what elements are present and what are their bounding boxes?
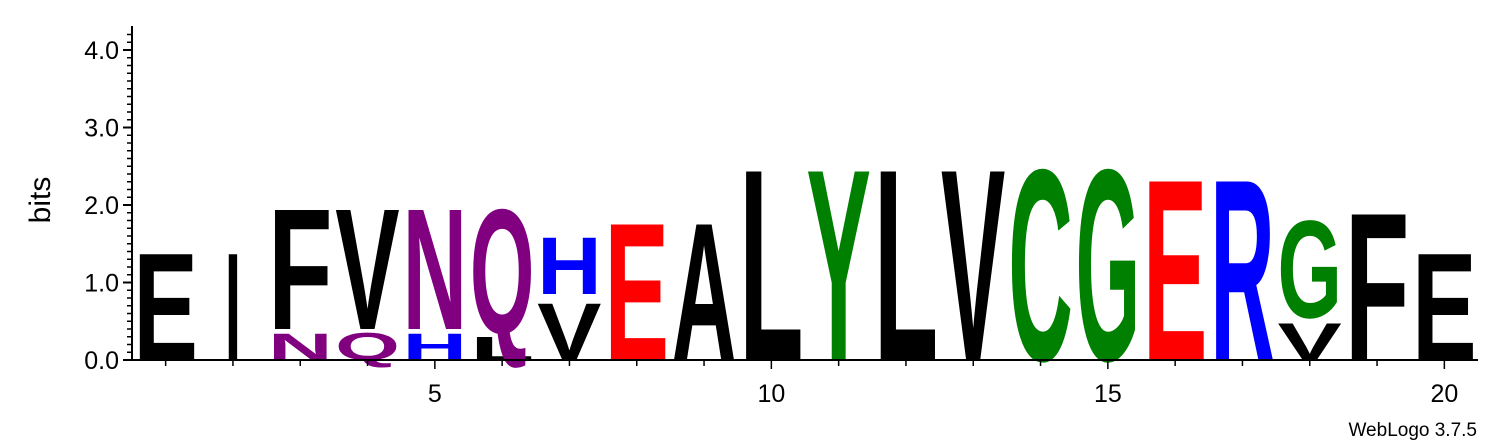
logo-letter-f-pos-19: F	[1345, 170, 1410, 405]
y-axis-title: bits	[24, 177, 57, 224]
logo-letter-f-pos-3: F	[268, 173, 333, 366]
logo-letter-q-pos-6: Q	[470, 173, 535, 372]
logo-letter-v-pos-13: V	[941, 112, 1005, 419]
y-tick-label: 0.0	[84, 347, 119, 375]
logo-letter-e-pos-8: E	[604, 181, 669, 402]
logo-letter-l-pos-12: L	[874, 112, 939, 418]
logo-letter-v-pos-4: V	[335, 172, 399, 366]
logo-letter-h-pos-7: H	[537, 221, 602, 313]
x-tick-label: 10	[757, 380, 785, 408]
y-tick-label: 1.0	[84, 270, 119, 298]
y-tick-label: 3.0	[84, 115, 119, 143]
x-tick-label: 5	[428, 380, 442, 408]
logo-letter-y-pos-11: Y	[806, 112, 871, 419]
weblogo-credit: WebLogo 3.7.5	[1348, 420, 1477, 441]
y-tick-label: 4.0	[84, 37, 119, 65]
logo-letter-g-pos-15: G	[1076, 112, 1141, 418]
y-tick-label: 2.0	[84, 192, 119, 220]
x-tick-label: 15	[1094, 380, 1122, 408]
logo-letter-e-pos-16: E	[1143, 125, 1208, 415]
logo-letter-i-pos-2: I	[225, 221, 241, 393]
logo-letter-e-pos-1: E	[133, 222, 198, 393]
letter-stacks: E I NF QV HN LQ VH E A L Y L V C G E R VG F E	[133, 112, 1476, 419]
logo-letter-l-pos-10: L	[739, 112, 804, 418]
x-axis-ticks: 5 10 15 20	[164, 360, 1458, 408]
logo-letter-n-pos-5: N	[403, 173, 468, 366]
logo-letter-a-pos-9: A	[672, 182, 737, 402]
x-tick-label: 20	[1430, 380, 1458, 408]
y-axis-ticks: 0.0 1.0 2.0 3.0 4.0	[84, 33, 132, 375]
logo-letter-r-pos-17: R	[1210, 126, 1275, 416]
logo-letter-g-pos-18: G	[1277, 192, 1342, 348]
logo-letter-c-pos-14: C	[1008, 114, 1073, 419]
